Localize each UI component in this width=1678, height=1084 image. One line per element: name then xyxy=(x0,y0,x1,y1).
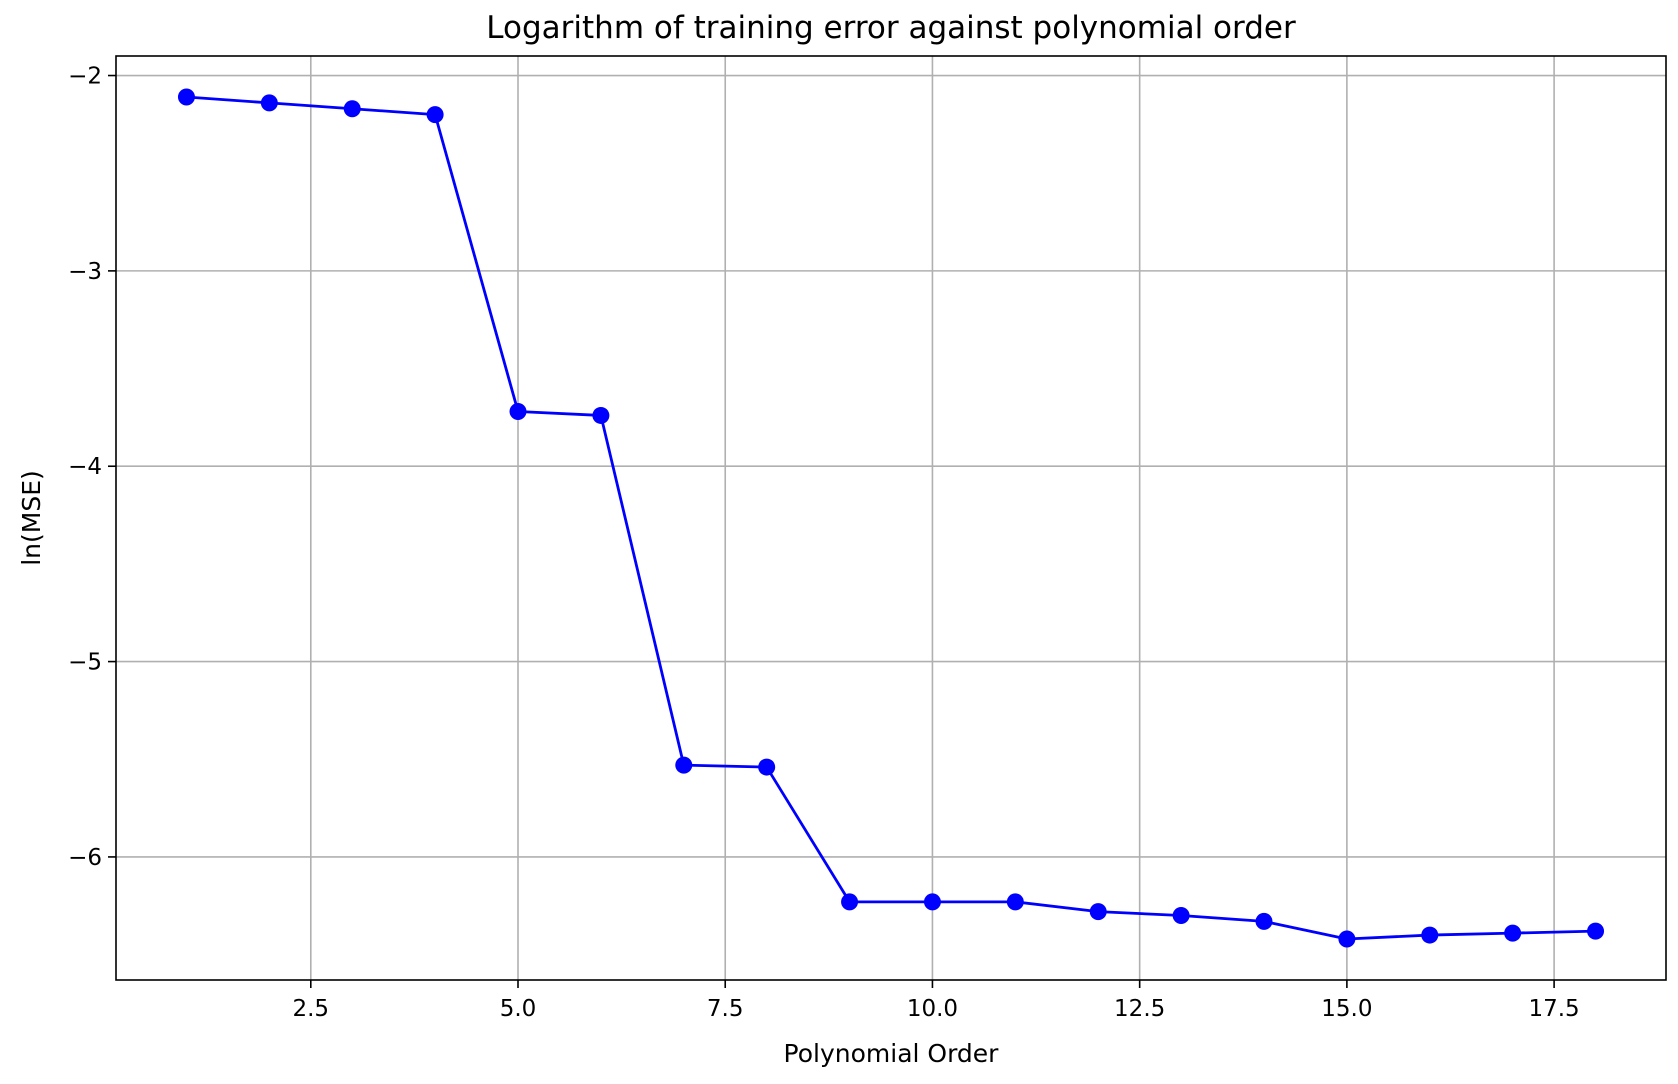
grid-layer xyxy=(116,56,1666,980)
chart-title: Logarithm of training error against poly… xyxy=(486,10,1296,46)
y-tick-label: −2 xyxy=(68,64,102,90)
data-point xyxy=(1338,930,1356,948)
data-point xyxy=(1587,922,1605,940)
data-point xyxy=(592,406,610,424)
y-tick-label: −6 xyxy=(68,845,102,871)
data-point xyxy=(1255,912,1273,930)
data-point xyxy=(841,893,859,911)
x-tick-label: 5.0 xyxy=(500,996,537,1022)
data-point xyxy=(426,106,444,124)
data-point xyxy=(675,756,693,774)
x-tick-label: 17.5 xyxy=(1528,996,1579,1022)
x-tick-label: 7.5 xyxy=(707,996,744,1022)
y-axis-label: ln(MSE) xyxy=(17,470,46,566)
data-point xyxy=(1504,924,1522,942)
tick-layer: 2.5 5.0 7.5 10.0 12.5 15.0 17.5 −2 −3 −4 −5 −6 xyxy=(68,64,1580,1022)
y-tick-label: −4 xyxy=(68,454,102,480)
data-point xyxy=(177,88,195,106)
data-point xyxy=(260,94,278,112)
data-point xyxy=(758,758,776,776)
series-line xyxy=(186,95,1596,941)
data-point xyxy=(1172,907,1190,925)
data-point xyxy=(923,893,941,911)
data-point xyxy=(343,100,361,118)
y-tick-label: −5 xyxy=(68,650,102,676)
y-tick-label: −3 xyxy=(68,259,102,285)
data-point xyxy=(1089,903,1107,921)
data-point xyxy=(1006,893,1024,911)
x-axis-label: Polynomial Order xyxy=(784,1039,1000,1068)
x-tick-label: 12.5 xyxy=(1114,996,1165,1022)
x-tick-label: 15.0 xyxy=(1321,996,1372,1022)
x-tick-label: 10.0 xyxy=(907,996,958,1022)
series-layer xyxy=(177,88,1605,948)
plot-frame xyxy=(115,55,1667,981)
data-point xyxy=(509,403,527,421)
x-tick-label: 2.5 xyxy=(292,996,329,1022)
data-point xyxy=(1421,926,1439,944)
